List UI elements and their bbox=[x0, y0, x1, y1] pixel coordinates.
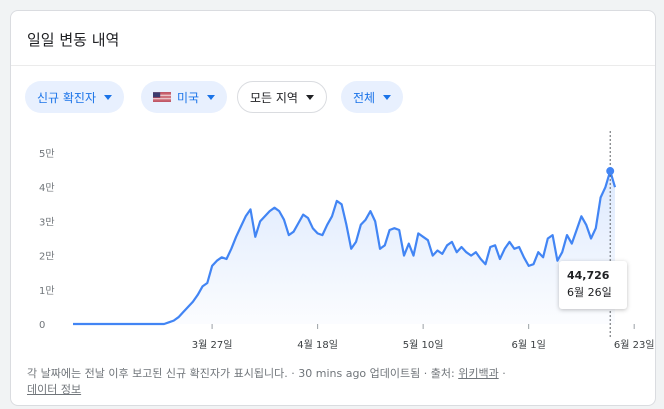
y-tick-label: 1만 bbox=[39, 285, 55, 297]
daily-changes-card: 일일 변동 내역 신규 확진자 미국 모든 지역 전체 0 1만 2만 3만 4만 5만 3… bbox=[10, 10, 656, 406]
footer-source-label: 출처: bbox=[430, 367, 455, 380]
chart-footer: 각 날짜에는 전날 이후 보고된 신규 확진자가 표시됩니다. · 30 min… bbox=[27, 367, 506, 396]
data-info-link[interactable]: 데이터 정보 bbox=[27, 383, 82, 396]
y-tick-label: 5만 bbox=[39, 148, 55, 160]
divider bbox=[11, 65, 655, 66]
card-title: 일일 변동 내역 bbox=[27, 31, 120, 49]
y-tick-label: 3만 bbox=[39, 216, 55, 228]
period-filter-button[interactable]: 전체 bbox=[341, 81, 404, 113]
footer-note: 각 날짜에는 전날 이후 보고된 신규 확진자가 표시됩니다. bbox=[27, 367, 288, 380]
metric-filter-label: 신규 확진자 bbox=[37, 90, 97, 105]
hover-point bbox=[606, 167, 615, 176]
region-filter-button[interactable]: 모든 지역 bbox=[237, 81, 327, 113]
y-tick-label: 0 bbox=[39, 320, 45, 331]
daily-cases-chart[interactable]: 0 1만 2만 3만 4만 5만 3월 27일 4월 18일 5월 10일 6월 1일 6월 23일 bbox=[11, 129, 655, 354]
series-area bbox=[73, 171, 615, 324]
y-tick-label: 4만 bbox=[39, 182, 55, 194]
x-tick-label: 3월 27일 bbox=[192, 339, 233, 351]
chevron-down-icon bbox=[207, 94, 216, 100]
region-filter-label: 모든 지역 bbox=[250, 90, 298, 105]
chevron-down-icon bbox=[305, 94, 314, 100]
tooltip-date: 6월 26일 bbox=[567, 286, 612, 299]
x-tick-label: 4월 18일 bbox=[297, 339, 338, 351]
us-flag-icon bbox=[153, 92, 171, 102]
series-line bbox=[73, 169, 617, 326]
metric-filter-button[interactable]: 신규 확진자 bbox=[25, 81, 125, 113]
chart-tooltip: 44,726 6월 26일 bbox=[559, 261, 627, 309]
x-tick-label: 6월 1일 bbox=[512, 339, 546, 351]
source-link[interactable]: 위키백과 bbox=[458, 367, 499, 380]
country-filter-label: 미국 bbox=[177, 90, 200, 105]
footer-updated: 30 mins ago 업데이트됨 bbox=[298, 367, 421, 380]
tooltip-value: 44,726 bbox=[567, 269, 610, 282]
x-tick-label: 5월 10일 bbox=[403, 339, 444, 351]
chevron-down-icon bbox=[383, 94, 392, 100]
y-tick-label: 2만 bbox=[39, 251, 55, 263]
x-tick-label: 6월 23일 bbox=[614, 339, 655, 351]
chevron-down-icon bbox=[104, 94, 113, 100]
period-filter-label: 전체 bbox=[353, 90, 376, 105]
country-filter-button[interactable]: 미국 bbox=[141, 81, 228, 113]
